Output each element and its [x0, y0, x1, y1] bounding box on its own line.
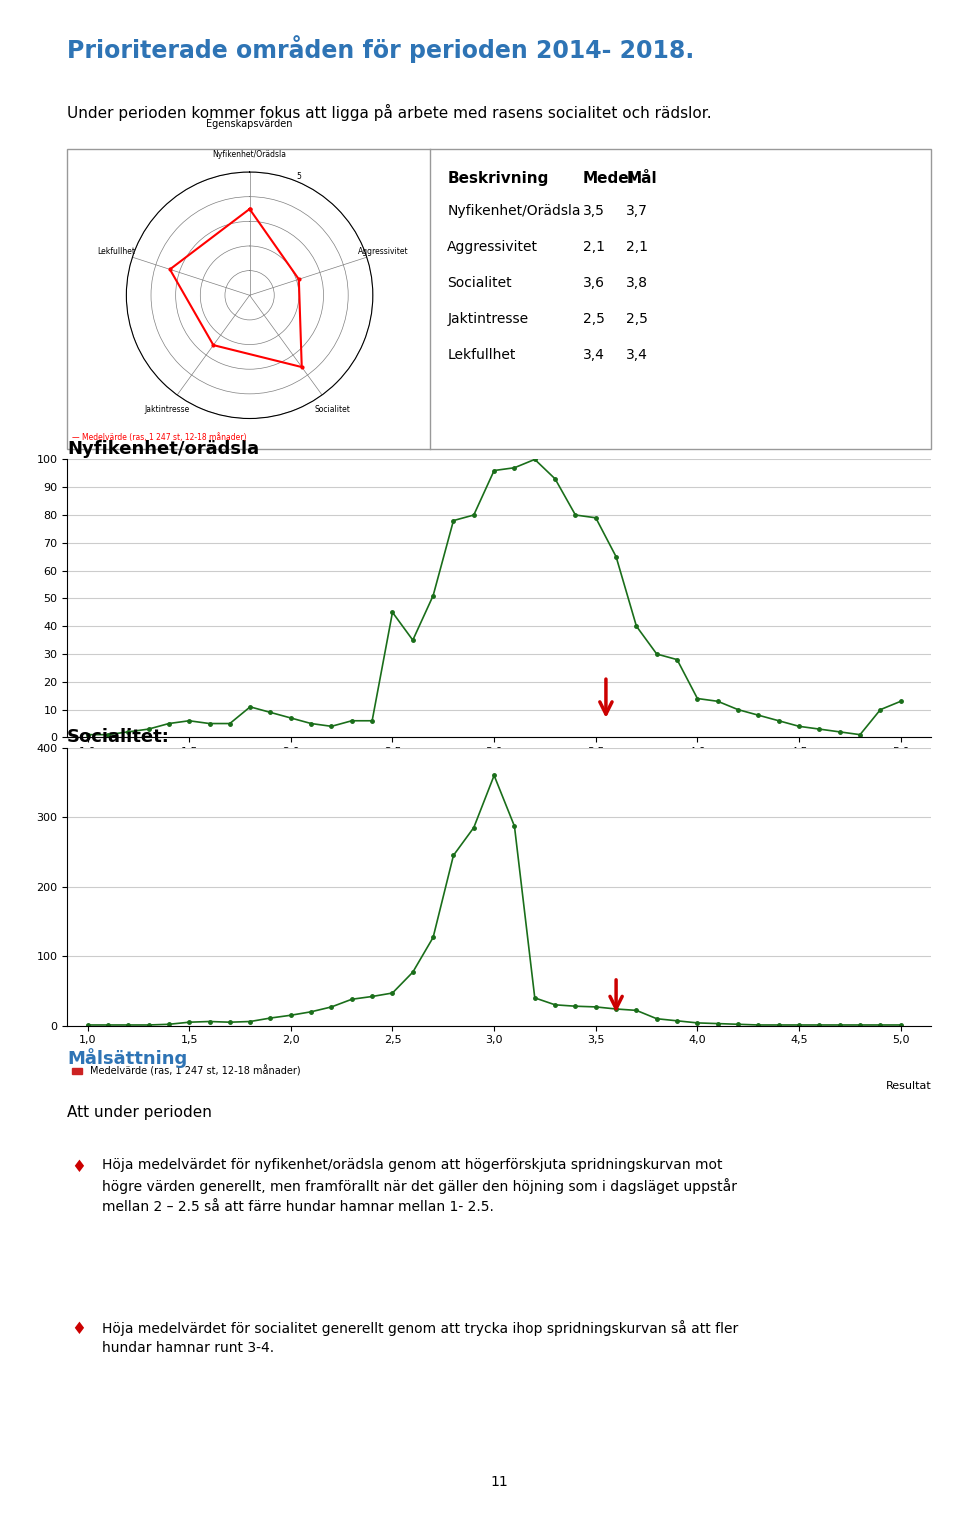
Text: Målsättning: Målsättning: [67, 1048, 187, 1068]
Text: Att under perioden: Att under perioden: [67, 1105, 212, 1121]
Text: Resultat: Resultat: [885, 1081, 931, 1091]
Text: Under perioden kommer fokus att ligga på arbete med rasens socialitet och rädslo: Under perioden kommer fokus att ligga på…: [67, 104, 711, 121]
Text: Prioriterade områden för perioden 2014- 2018.: Prioriterade områden för perioden 2014- …: [67, 35, 694, 63]
Text: Nyfikenhet/orädsla: Nyfikenhet/orädsla: [67, 441, 259, 457]
Text: 3,8: 3,8: [626, 276, 648, 290]
Text: Resultat: Resultat: [885, 794, 931, 803]
Text: Lekfullhet: Lekfullhet: [447, 348, 516, 362]
Text: Socialitet: Socialitet: [447, 276, 512, 290]
Title: Egenskapsvärden: Egenskapsvärden: [206, 118, 293, 129]
Text: 3,5: 3,5: [583, 204, 605, 218]
Text: 2,5: 2,5: [626, 312, 648, 325]
Text: 3,7: 3,7: [626, 204, 648, 218]
Text: Nyfikenhet/Orädsla: Nyfikenhet/Orädsla: [447, 204, 581, 218]
Text: 2,1: 2,1: [583, 239, 605, 253]
Text: 11: 11: [491, 1475, 508, 1489]
Text: Höja medelvärdet för socialitet generellt genom att trycka ihop spridningskurvan: Höja medelvärdet för socialitet generell…: [102, 1320, 738, 1355]
Text: Beskrivning: Beskrivning: [447, 172, 549, 186]
Legend: Medelvärde (ras, 1 247 st, 12-18 månader): Medelvärde (ras, 1 247 st, 12-18 månader…: [72, 777, 300, 787]
Text: Höja medelvärdet för nyfikenhet/orädsla genom att högerförskjuta spridningskurva: Höja medelvärdet för nyfikenhet/orädsla …: [102, 1157, 736, 1214]
Text: Socialitet:: Socialitet:: [67, 728, 170, 746]
Text: Aggressivitet: Aggressivitet: [447, 239, 539, 253]
Text: ♦: ♦: [71, 1157, 86, 1176]
Text: 2,5: 2,5: [583, 312, 605, 325]
Text: 2,1: 2,1: [626, 239, 648, 253]
Text: Medel: Medel: [583, 172, 635, 186]
Text: Jaktintresse: Jaktintresse: [447, 312, 529, 325]
Text: — Medelvärde (ras, 1 247 st, 12-18 månader): — Medelvärde (ras, 1 247 st, 12-18 månad…: [72, 433, 247, 442]
Text: Mål: Mål: [626, 172, 657, 186]
Legend: Medelvärde (ras, 1 247 st, 12-18 månader): Medelvärde (ras, 1 247 st, 12-18 månader…: [72, 1065, 300, 1076]
Text: ♦: ♦: [71, 1320, 86, 1339]
Text: 3,4: 3,4: [583, 348, 605, 362]
Text: 3,4: 3,4: [626, 348, 648, 362]
Text: 3,6: 3,6: [583, 276, 605, 290]
